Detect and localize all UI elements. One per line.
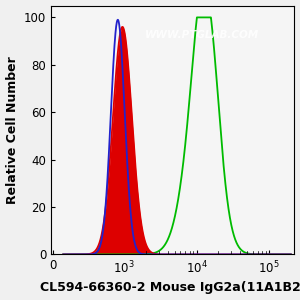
Text: WWW.PTGLAB.COM: WWW.PTGLAB.COM [145, 30, 259, 40]
Y-axis label: Relative Cell Number: Relative Cell Number [6, 56, 19, 204]
X-axis label: CL594-66360-2 Mouse IgG2a(11A1B2): CL594-66360-2 Mouse IgG2a(11A1B2) [40, 281, 300, 294]
